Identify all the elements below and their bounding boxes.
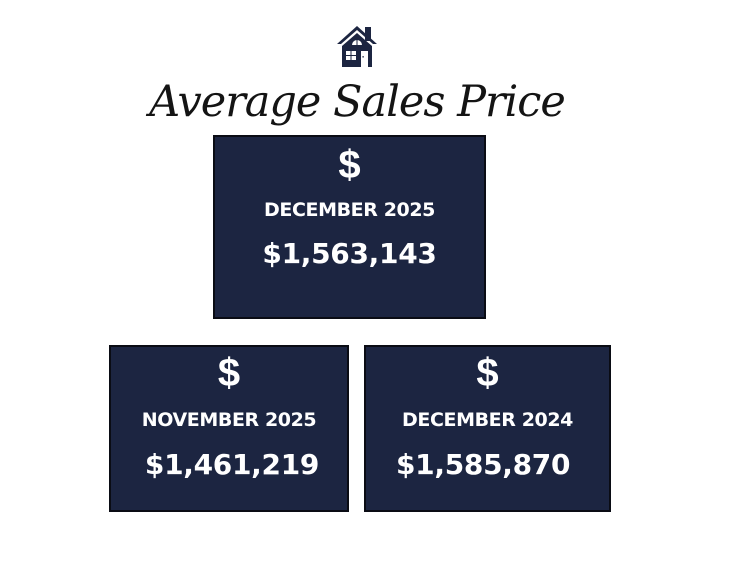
- dollar-sign-icon: $: [338, 143, 361, 187]
- stat-period-label: DECEMBER 2025: [264, 199, 435, 221]
- page-title: Average Sales Price: [149, 77, 566, 127]
- stat-period-label: NOVEMBER 2025: [141, 409, 317, 431]
- house-icon: [336, 24, 378, 68]
- dollar-sign-icon: $: [476, 351, 499, 395]
- stat-value: $1,563,143: [262, 237, 437, 270]
- stat-value: $1,461,219: [144, 448, 320, 481]
- stat-card-previous-month: $ NOVEMBER 2025 $1,461,219: [109, 345, 349, 512]
- stat-period-label: DECEMBER 2024: [402, 409, 573, 431]
- stat-card-current-month: $ DECEMBER 2025 $1,563,143: [213, 135, 486, 319]
- dollar-sign-icon: $: [217, 351, 241, 395]
- stat-card-previous-year: $ DECEMBER 2024 $1,585,870: [364, 345, 611, 512]
- stat-value: $1,585,870: [396, 448, 571, 481]
